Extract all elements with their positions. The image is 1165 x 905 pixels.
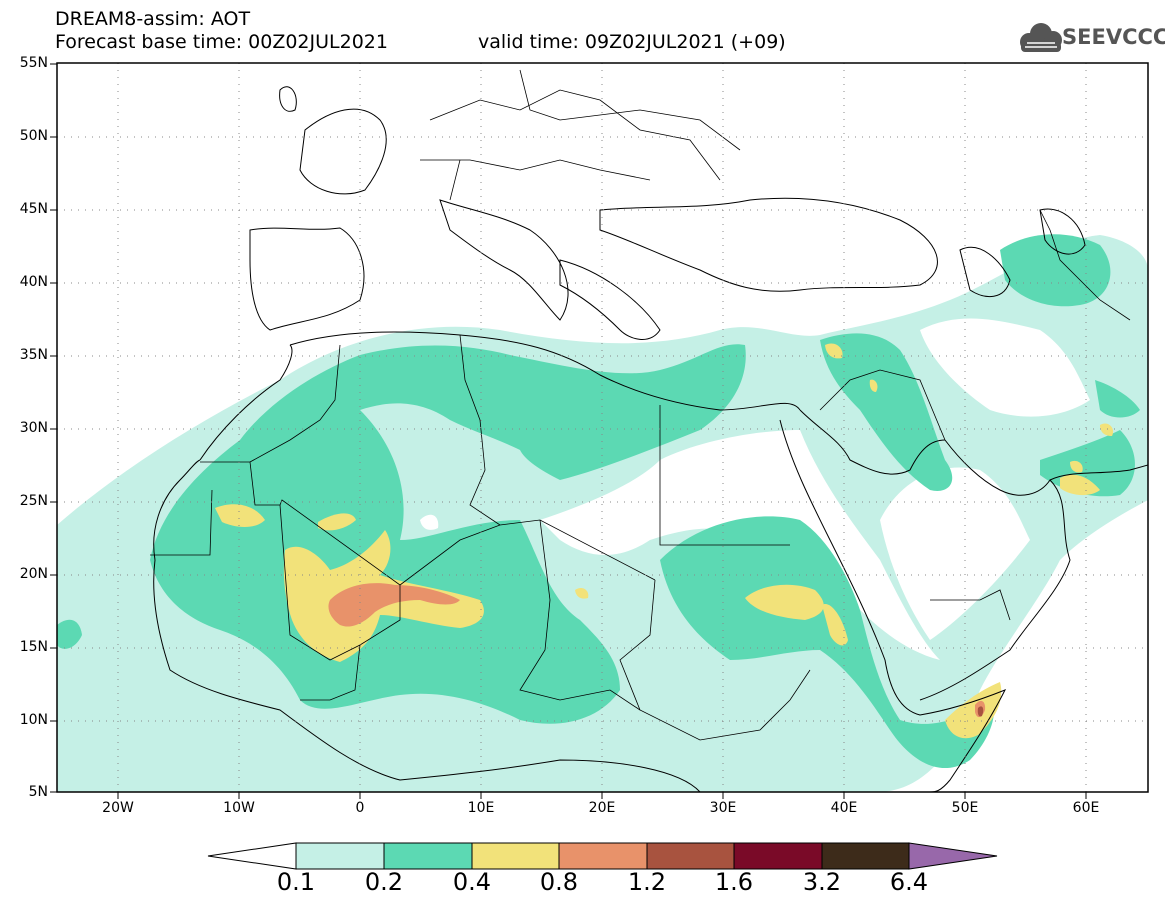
logo-text: SEEVCCC <box>1062 25 1165 49</box>
lat-label: 30N <box>19 420 48 436</box>
colorbar-label: 1.2 <box>627 868 667 896</box>
lon-label: 20E <box>588 800 616 816</box>
chart-title: DREAM8-assim: AOT <box>55 8 251 30</box>
valid-time: valid time: 09Z02JUL2021 (+09) <box>478 31 786 53</box>
aot-band-1-2 <box>977 706 984 717</box>
lat-label: 50N <box>19 128 48 144</box>
lat-label: 25N <box>19 493 48 509</box>
lat-label: 35N <box>19 347 48 363</box>
lat-label: 55N <box>19 55 48 71</box>
coastlines <box>153 86 1148 792</box>
lat-label: 20N <box>19 566 48 582</box>
colorbar-label: 0.8 <box>539 868 579 896</box>
lon-label: 60E <box>1072 800 1100 816</box>
colorbar-label: 0.1 <box>276 868 316 896</box>
colorbar-label: 0.2 <box>364 868 404 896</box>
lat-label: 10N <box>19 712 48 728</box>
country-borders <box>150 69 1131 741</box>
lat-label: 45N <box>19 201 48 217</box>
lon-label: 40E <box>830 800 858 816</box>
colorbar-label: 1.6 <box>714 868 754 896</box>
lon-label: 0 <box>355 800 365 816</box>
lat-label: 15N <box>19 639 48 655</box>
forecast-base-time: Forecast base time: 00Z02JUL2021 <box>55 31 388 53</box>
lon-label: 30E <box>709 800 737 816</box>
lat-label: 40N <box>19 274 48 290</box>
colorbar-label: 6.4 <box>889 868 929 896</box>
map-grid <box>57 63 1148 792</box>
lon-label: 50E <box>951 800 979 816</box>
lon-label: 10W <box>223 800 255 816</box>
lon-label: 10E <box>467 800 495 816</box>
lon-label: 20W <box>102 800 134 816</box>
aot-low-areas <box>420 318 1090 660</box>
axis-ticks <box>50 63 1087 799</box>
colorbar-label: 3.2 <box>802 868 842 896</box>
lat-label: 5N <box>28 784 48 800</box>
colorbar-label: 0.4 <box>452 868 492 896</box>
cloud-logo-icon <box>1020 23 1062 52</box>
